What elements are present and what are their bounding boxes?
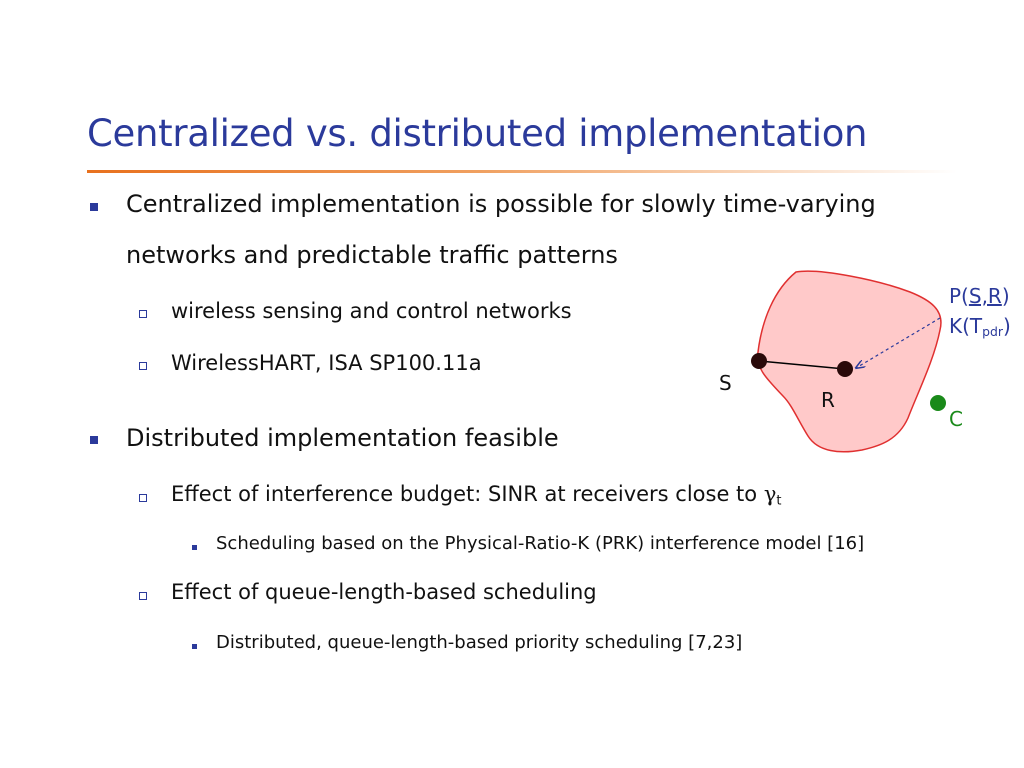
gamma-symbol: γ [763,482,777,506]
sub-bullet-wirelesshart: WirelessHART, ISA SP100.11a [171,351,482,375]
interference-arrow [856,317,941,368]
node-s [751,353,767,369]
label-k-suffix: ) [1002,314,1011,338]
node-c-label: C [949,407,963,431]
page-title: Centralized vs. distributed implementati… [87,112,868,155]
label-k-prefix: K(T [949,314,983,338]
interference-region [756,270,942,453]
node-c [930,395,946,411]
bullet-marker-hollow-square [139,362,147,370]
sub-sub-bullet-priority-scheduling: Distributed, queue-length-based priority… [216,632,743,653]
label-psr: P(S,R) [949,284,1010,308]
bullet-marker-small-square [192,545,197,550]
bullet-marker-hollow-square [139,310,147,318]
sub-sub-bullet-prk-model: Scheduling based on the Physical-Ratio-K… [216,533,865,554]
title-underline [87,170,957,173]
bullet-marker-hollow-square [139,592,147,600]
bullet-distributed: Distributed implementation feasible [126,424,559,452]
bullet-marker-small-square [192,644,197,649]
label-psr-prefix: P( [949,284,969,308]
interference-budget-text: Effect of interference budget: SINR at r… [171,482,764,506]
node-s-label: S [719,371,732,395]
gamma-subscript: t [776,493,782,509]
bullet-centralized-line1: Centralized implementation is possible f… [126,190,876,218]
bullet-marker-hollow-square [139,494,147,502]
node-r-label: R [821,388,835,412]
label-k-subscript: pdr [982,324,1003,340]
label-psr-link: S,R [968,284,1002,308]
node-r [837,361,853,377]
bullet-marker-square [90,436,98,444]
bullet-centralized-line2: networks and predictable traffic pattern… [126,241,618,269]
label-psr-suffix: ) [1001,284,1010,308]
sub-bullet-wireless-sensing: wireless sensing and control networks [171,299,572,323]
sub-bullet-queue-length: Effect of queue-length-based scheduling [171,580,597,604]
label-k-tpdr: K(Tpdr) [949,314,1011,339]
bullet-marker-square [90,203,98,211]
sub-bullet-interference-budget: Effect of interference budget: SINR at r… [171,482,781,508]
link-s-r [758,360,846,370]
